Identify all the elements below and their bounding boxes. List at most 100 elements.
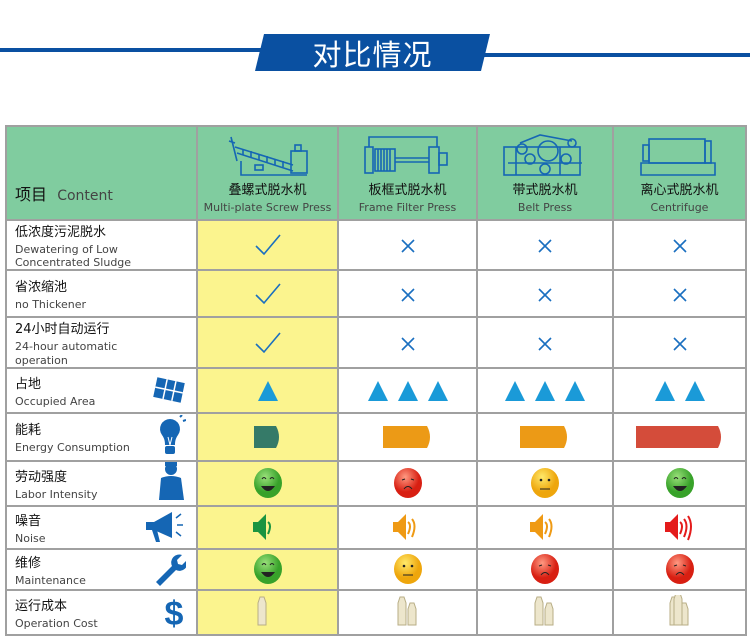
wrench-icon xyxy=(152,552,186,587)
row-label-en: Maintenance xyxy=(15,573,86,587)
rating-cell xyxy=(476,411,614,462)
row-label-en: Labor Intensity xyxy=(15,487,98,501)
row-label-cn: 占地 xyxy=(15,376,42,392)
machine-name: 带式脱水机 xyxy=(512,182,578,198)
area-triangle-icon xyxy=(535,380,555,401)
row-label: 能耗 Energy Consumption xyxy=(5,411,198,462)
rating-cell xyxy=(612,459,747,507)
row-label-cn: 维修 xyxy=(15,555,42,571)
cross-icon xyxy=(672,288,687,302)
machine-name-en: Frame Filter Press xyxy=(358,200,457,214)
sad-face-icon xyxy=(393,468,422,499)
speaker-icon xyxy=(530,514,553,541)
rating-cell xyxy=(612,588,747,636)
machine-header: 板框式脱水机 Frame Filter Press xyxy=(337,125,478,221)
comparison-table: 项目 Content 叠螺式脱水机 Multi-plate Screw Press 板… xyxy=(5,125,747,636)
rating-cell xyxy=(196,316,339,369)
check-icon xyxy=(254,332,281,353)
rating-cell xyxy=(476,269,614,319)
rating-cell xyxy=(337,366,478,414)
cross-icon xyxy=(400,288,415,302)
row-label: 低浓度污泥脱水 Dewatering of Low Concentrated Sl… xyxy=(5,218,198,272)
page-title: 对比情况 xyxy=(255,34,490,71)
row-label-cn: 噪音 xyxy=(15,513,42,529)
cross-icon xyxy=(400,336,415,351)
header-item-label: 项目 xyxy=(15,185,48,204)
happy-face-icon xyxy=(253,554,282,585)
machine-name: 离心式脱水机 xyxy=(640,182,719,198)
speaker-icon xyxy=(252,514,271,541)
rating-cell xyxy=(196,269,339,319)
energy-bar xyxy=(253,425,279,448)
rating-cell xyxy=(196,459,339,507)
table-row: 运行成本 Operation Cost $ xyxy=(5,588,747,636)
dollar-icon: $ xyxy=(162,595,186,629)
neutral-face-icon xyxy=(393,554,422,585)
title-rule-right xyxy=(484,53,750,57)
row-label-en: no Thickener xyxy=(15,298,87,312)
neutral-face-icon xyxy=(531,468,559,499)
rating-cell xyxy=(612,316,747,369)
cost-bag-icon xyxy=(257,596,266,626)
rating-cell xyxy=(612,504,747,550)
rating-cell xyxy=(337,269,478,319)
area-triangle-icon xyxy=(397,380,418,401)
area-triangle-icon xyxy=(565,380,585,401)
row-label-en: Occupied Area xyxy=(15,394,96,408)
row-label-cn: 24小时自动运行 xyxy=(15,322,110,338)
row-label: 占地 Occupied Area xyxy=(5,366,198,414)
cost-bag-icon xyxy=(534,596,554,626)
check-icon xyxy=(254,234,281,256)
area-triangle-icon xyxy=(257,380,278,401)
row-label-cn: 劳动强度 xyxy=(15,469,68,485)
area-triangle-icon xyxy=(654,380,675,401)
table-row: 劳动强度 Labor Intensity xyxy=(5,459,747,507)
frame-press-icon xyxy=(339,133,476,177)
machine-header: 叠螺式脱水机 Multi-plate Screw Press xyxy=(196,125,339,221)
area-triangle-icon xyxy=(684,380,705,401)
machine-name-en: Centrifuge xyxy=(650,200,709,214)
cost-bag-icon xyxy=(397,596,416,626)
row-label-cn: 能耗 xyxy=(15,423,42,439)
table-row: 低浓度污泥脱水 Dewatering of Low Concentrated Sl… xyxy=(5,218,747,272)
rating-cell xyxy=(196,504,339,550)
row-label-en: 24-hour automatic operation xyxy=(15,340,118,367)
rating-cell xyxy=(476,366,614,414)
energy-bar xyxy=(635,425,721,448)
rating-cell xyxy=(337,218,478,272)
cross-icon xyxy=(538,288,552,302)
happy-face-icon xyxy=(253,468,282,499)
table-row: 省浓缩池 no Thickener xyxy=(5,269,747,319)
check-icon xyxy=(254,283,281,305)
row-label: 省浓缩池 no Thickener xyxy=(5,269,198,319)
machine-name: 叠螺式脱水机 xyxy=(228,182,307,198)
speaker-icon xyxy=(392,514,415,541)
worker-icon xyxy=(158,462,186,504)
row-label-en: Energy Consumption xyxy=(15,441,130,455)
table-row: 占地 Occupied Area xyxy=(5,366,747,414)
rating-cell xyxy=(612,547,747,591)
lightbulb-icon xyxy=(158,414,186,459)
energy-bar xyxy=(520,425,567,448)
rating-cell xyxy=(476,588,614,636)
table-row: 噪音 Noise xyxy=(5,504,747,550)
row-label-cn: 低浓度污泥脱水 xyxy=(15,225,107,240)
row-label-en: Noise xyxy=(15,531,46,545)
rating-cell xyxy=(337,411,478,462)
rating-cell xyxy=(337,547,478,591)
rating-cell xyxy=(476,218,614,272)
area-triangle-icon xyxy=(367,380,388,401)
energy-bar xyxy=(382,425,430,448)
rating-cell xyxy=(476,459,614,507)
floor-plan-icon xyxy=(152,376,186,404)
rating-cell xyxy=(612,218,747,272)
row-label-cn: 运行成本 xyxy=(15,598,68,614)
cross-icon xyxy=(538,239,552,253)
happy-face-icon xyxy=(665,468,694,499)
rating-cell xyxy=(196,588,339,636)
speaker-icon xyxy=(664,514,692,541)
rating-cell xyxy=(476,547,614,591)
row-label: 维修 Maintenance xyxy=(5,547,198,591)
row-label: 噪音 Noise xyxy=(5,504,198,550)
machine-header: 离心式脱水机 Centrifuge xyxy=(612,125,747,221)
